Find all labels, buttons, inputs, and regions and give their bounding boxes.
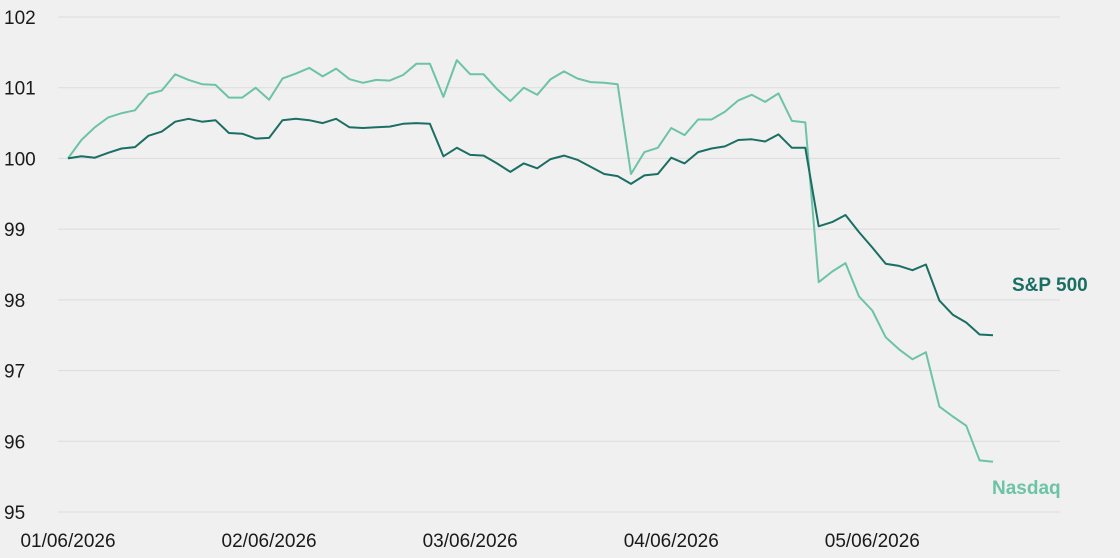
x-tick-label: 04/06/2026 — [624, 531, 719, 552]
x-tick-label: 03/06/2026 — [423, 531, 518, 552]
y-tick-label: 100 — [4, 149, 36, 170]
y-tick-label: 99 — [4, 220, 25, 241]
y-tick-label: 95 — [4, 503, 25, 524]
series-line-nasdaq — [67, 59, 994, 463]
series-label-sp500: S&P 500 — [1012, 275, 1088, 296]
x-tick-label: 01/06/2026 — [20, 531, 115, 552]
y-tick-label: 102 — [4, 8, 36, 29]
y-tick-label: 97 — [4, 362, 25, 383]
x-tick-label: 05/06/2026 — [825, 531, 920, 552]
x-axis-ticks: 01/06/2026 02/06/2026 03/06/2026 04/06/2026… — [20, 531, 919, 552]
y-tick-label: 96 — [4, 432, 25, 453]
gridlines — [58, 16, 1060, 513]
series-lines — [67, 59, 994, 463]
series-line-sp500 — [67, 117, 994, 337]
x-tick-label: 02/06/2026 — [222, 531, 317, 552]
y-tick-label: 101 — [4, 79, 36, 100]
series-labels: S&P 500 Nasdaq — [992, 275, 1088, 499]
series-label-nasdaq: Nasdaq — [992, 478, 1061, 499]
y-tick-label: 98 — [4, 291, 25, 312]
y-axis-ticks: 95 96 97 98 99 100 101 102 — [4, 8, 36, 524]
